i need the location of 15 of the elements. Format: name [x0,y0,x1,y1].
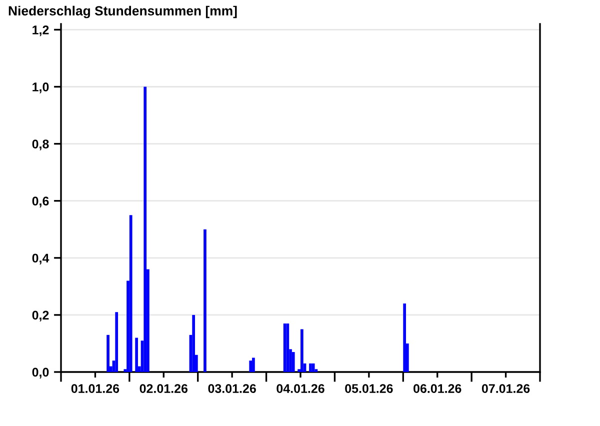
chart-title: Niederschlag Stundensummen [mm] [8,6,237,18]
x-tick-label: 03.01.26 [208,384,256,394]
x-tick-label: 02.01.26 [140,384,188,393]
x-tick-label: 05.01.26 [345,384,393,393]
y-tick-label: 0,2 [32,310,49,322]
y-tick-label: 1,2 [32,26,49,36]
y-tick-label: 0,4 [32,254,50,264]
x-tick-label: 06.01.26 [414,384,462,393]
y-tick-label: 1,0 [32,82,49,94]
y-tick-label: 0,6 [32,196,49,208]
y-tick-label: 0,8 [32,140,49,150]
x-tick-label: 07.01.26 [482,384,530,393]
x-tick-label: 04.01.26 [276,384,324,393]
x-tick-label: 01.01.26 [71,384,120,393]
y-tick-label: 0,0 [32,368,49,378]
